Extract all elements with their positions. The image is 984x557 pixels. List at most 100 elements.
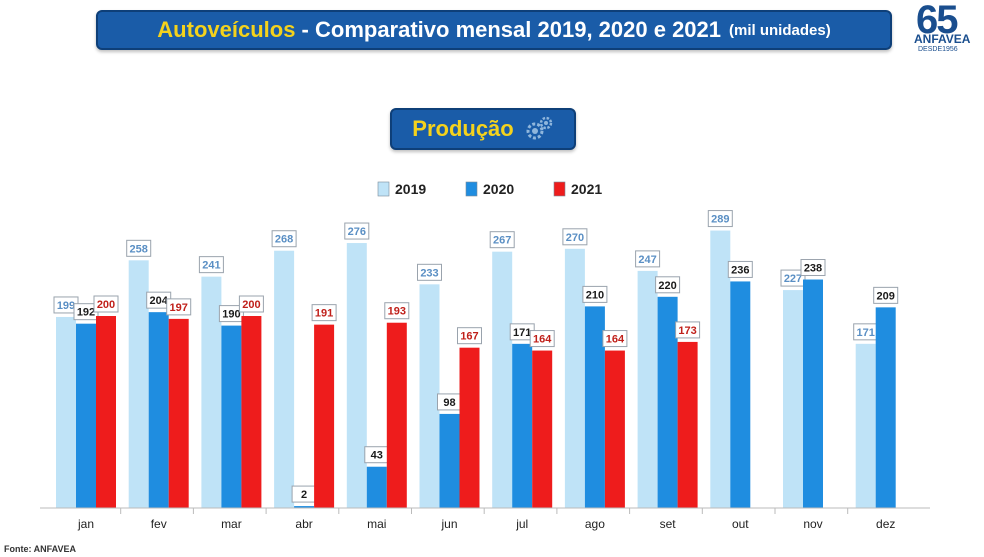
bars: 1991922002582041972411902002682191276431… (53, 210, 899, 509)
value-label-2019-ago: 270 (566, 232, 584, 244)
value-label-2019-jul: 267 (493, 235, 511, 247)
value-label-box (675, 321, 701, 339)
x-axis: jan fev mar abr mai jun jul ago set out nov dez (40, 507, 930, 531)
value-label-box (93, 295, 119, 313)
value-label-2021-jun: 167 (460, 331, 478, 343)
source-note: Fonte: ANFAVEA (4, 544, 76, 554)
category-label-mar: mar (221, 517, 242, 531)
bar-2020-dez (875, 307, 896, 508)
category-label-jan: jan (77, 517, 94, 531)
value-label-box (457, 327, 482, 345)
value-label-box (489, 231, 515, 249)
value-label-box (271, 230, 297, 248)
value-label-2020-out: 236 (731, 264, 749, 276)
bar-2020-abr (294, 506, 315, 508)
legend-swatch-2020 (465, 181, 478, 197)
bar-2020-ago (584, 306, 605, 508)
category-label-jun: jun (440, 517, 457, 531)
bar-2019-jul (492, 251, 513, 508)
value-label-2019-mar: 241 (202, 260, 220, 272)
value-label-2019-mai: 276 (348, 226, 366, 238)
title-units: (mil unidades) (729, 21, 831, 39)
value-label-box (218, 305, 244, 323)
value-label-box (873, 286, 899, 304)
value-label-2019-dez: 171 (857, 327, 875, 339)
bar-2019-jun (419, 284, 440, 508)
bar-2019-set (637, 270, 658, 508)
bar-2019-mar (201, 276, 222, 508)
bar-2020-out (730, 281, 751, 508)
bar-2020-fev (148, 312, 169, 508)
gears-icon (526, 116, 552, 140)
bar-2019-mai (346, 243, 367, 509)
category-label-ago: ago (585, 517, 605, 531)
title-highlight: Autoveículos (157, 17, 296, 42)
category-label-set: set (660, 517, 677, 531)
bar-2021-mai (386, 322, 407, 508)
bar-2019-nov (783, 290, 803, 508)
value-label-box (344, 222, 370, 240)
bar-2020-set (657, 296, 678, 508)
bar-2021-abr (314, 324, 335, 508)
value-label-2020-jan: 192 (77, 307, 95, 319)
value-label-2021-jul: 164 (533, 334, 552, 346)
value-label-2020-jul: 171 (513, 327, 531, 339)
value-label-2019-out: 289 (711, 214, 729, 226)
value-label-box (384, 302, 410, 320)
value-label-2021-mar: 200 (242, 299, 260, 311)
legend-swatch-2019 (377, 181, 390, 197)
bar-2021-mar (241, 316, 262, 508)
subtitle-banner: Produção (390, 108, 576, 150)
legend-swatch-2021 (553, 181, 566, 197)
bar-2021-set (677, 341, 698, 508)
value-label-2020-dez: 209 (877, 290, 895, 302)
value-label-box (780, 269, 806, 287)
anfavea-logo: 65 ANFAVEA DESDE1956 (914, 0, 978, 58)
value-label-2019-jun: 233 (420, 267, 438, 279)
bar-2021-jul (532, 350, 553, 508)
bar-2019-fev (128, 260, 149, 508)
value-label-2021-set: 173 (678, 325, 696, 337)
legend: 2019 2020 2021 (377, 181, 602, 197)
category-label-jul: jul (515, 517, 528, 531)
bar-2020-mai (366, 466, 387, 508)
value-label-box (655, 276, 681, 294)
value-label-box (529, 330, 555, 348)
value-label-2021-jan: 200 (97, 299, 115, 311)
value-label-box (166, 298, 192, 316)
value-label-2020-ago: 210 (586, 289, 604, 301)
category-label-nov: nov (803, 517, 822, 531)
legend-label-2021: 2021 (571, 181, 602, 197)
bar-2020-mar (221, 325, 242, 508)
value-label-2021-ago: 164 (606, 334, 625, 346)
category-label-out: out (732, 517, 749, 531)
logo-name: ANFAVEA (914, 32, 971, 46)
value-label-2020-fev: 204 (150, 295, 169, 307)
value-label-box (238, 295, 264, 313)
bar-2020-jul (512, 343, 533, 508)
legend-label-2020: 2020 (483, 181, 514, 197)
value-label-2021-mai: 193 (388, 306, 406, 318)
value-label-2020-jun: 98 (443, 397, 455, 409)
logo-since: DESDE1956 (918, 46, 958, 53)
value-label-2019-jan: 199 (57, 300, 75, 312)
value-label-box (417, 263, 442, 281)
bar-2020-nov (803, 279, 823, 508)
chart-title-banner: Autoveículos - Comparativo mensal 2019, … (96, 10, 892, 50)
value-label-box (800, 259, 826, 277)
bar-2019-jan (56, 316, 76, 508)
category-label-abr: abr (295, 517, 312, 531)
value-label-box (126, 239, 152, 257)
value-label-2020-abr: 2 (301, 489, 307, 501)
category-label-mai: mai (367, 517, 386, 531)
title-text: - Comparativo mensal 2019, 2020 e 2021 (295, 17, 722, 42)
value-label-2021-abr: 191 (315, 308, 333, 320)
value-label-2019-nov: 227 (784, 273, 802, 285)
value-label-box (311, 304, 337, 322)
bar-2019-dez (855, 343, 876, 508)
value-label-box (635, 250, 661, 268)
bar-2021-jun (459, 347, 480, 508)
logo-number: 65 (916, 0, 958, 42)
value-label-box (707, 210, 733, 228)
